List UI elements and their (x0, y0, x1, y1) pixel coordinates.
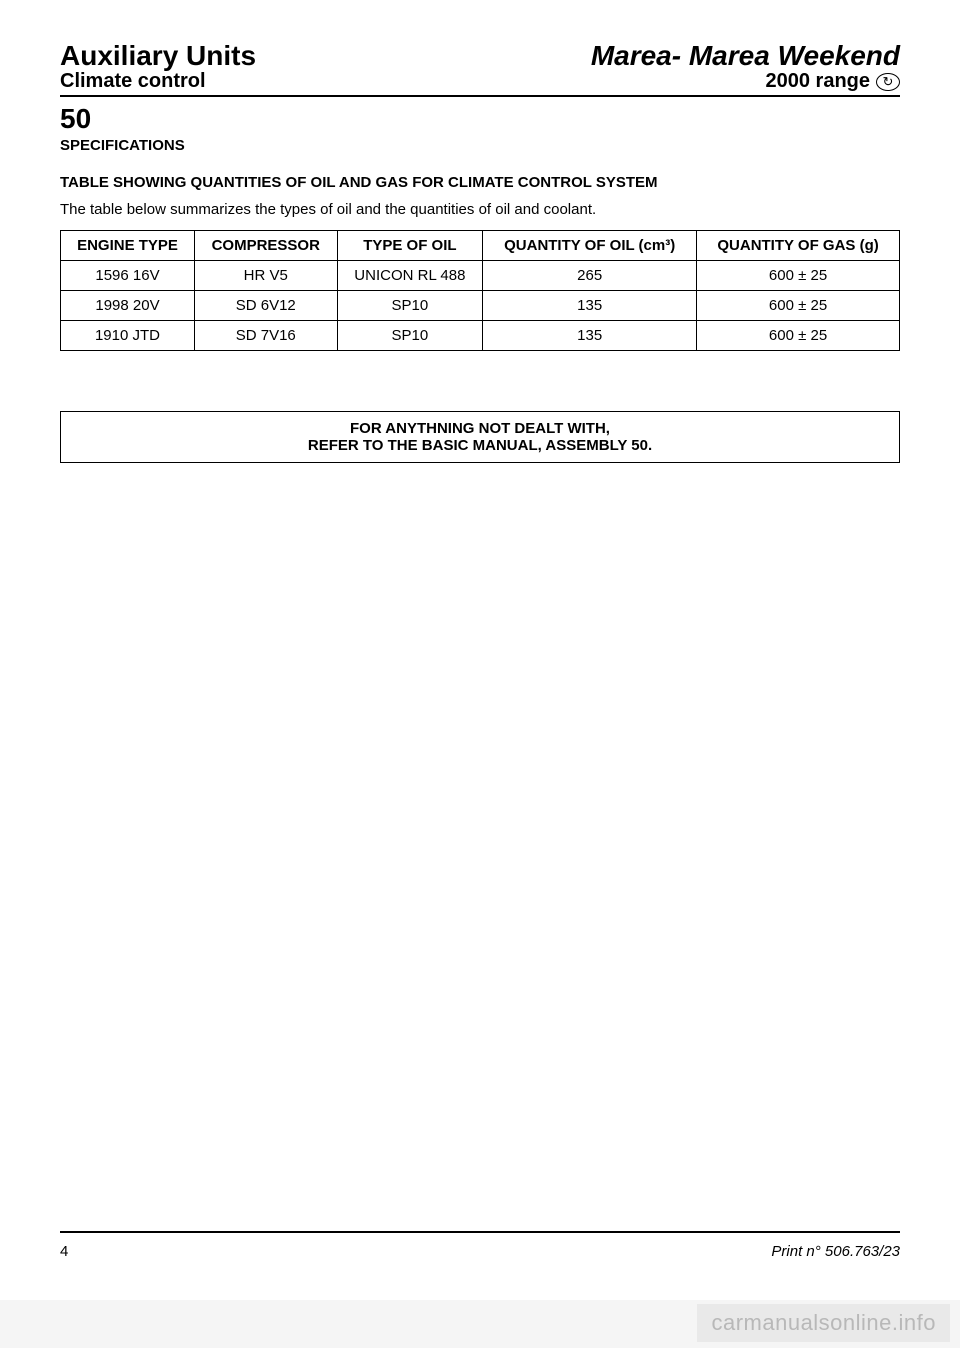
cell: HR V5 (195, 261, 338, 291)
note-box: FOR ANYTHNING NOT DEALT WITH, REFER TO T… (60, 411, 900, 463)
subheader-right: 2000 range ↻ (765, 70, 900, 93)
table-intro: The table below summarizes the types of … (60, 201, 900, 218)
cell: 600 ± 25 (697, 291, 900, 321)
col-engine: ENGINE TYPE (61, 231, 195, 261)
note-line-1: FOR ANYTHNING NOT DEALT WITH, (71, 420, 889, 437)
cell: 1596 16V (61, 261, 195, 291)
col-compressor: COMPRESSOR (195, 231, 338, 261)
subheader-left: Climate control (60, 70, 206, 93)
page: Auxiliary Units Marea- Marea Weekend Cli… (0, 0, 960, 1300)
table-row: 1910 JTD SD 7V16 SP10 135 600 ± 25 (61, 321, 900, 351)
cell: SP10 (337, 321, 483, 351)
print-ref: Print n° 506.763/23 (771, 1243, 900, 1260)
cell: SD 6V12 (195, 291, 338, 321)
table-heading: TABLE SHOWING QUANTITIES OF OIL AND GAS … (60, 174, 900, 191)
table-row: 1998 20V SD 6V12 SP10 135 600 ± 25 (61, 291, 900, 321)
range-label: 2000 range (765, 70, 870, 93)
subheader-row: Climate control 2000 range ↻ (60, 70, 900, 97)
cell: 135 (483, 321, 697, 351)
watermark: carmanualsonline.info (697, 1304, 950, 1342)
cell: 600 ± 25 (697, 261, 900, 291)
page-number: 4 (60, 1243, 68, 1260)
footer: 4 Print n° 506.763/23 (60, 1231, 900, 1260)
table-header-row: ENGINE TYPE COMPRESSOR TYPE OF OIL QUANT… (61, 231, 900, 261)
cell: 1998 20V (61, 291, 195, 321)
spec-table: ENGINE TYPE COMPRESSOR TYPE OF OIL QUANT… (60, 230, 900, 351)
col-oil-qty: QUANTITY OF OIL (cm³) (483, 231, 697, 261)
col-gas-qty: QUANTITY OF GAS (g) (697, 231, 900, 261)
col-oil-type: TYPE OF OIL (337, 231, 483, 261)
header-right-title: Marea- Marea Weekend (591, 40, 900, 72)
update-icon: ↻ (876, 73, 900, 91)
table-row: 1596 16V HR V5 UNICON RL 488 265 600 ± 2… (61, 261, 900, 291)
section-title: SPECIFICATIONS (60, 137, 900, 154)
note-line-2: REFER TO THE BASIC MANUAL, ASSEMBLY 50. (71, 437, 889, 454)
section-number: 50 (60, 103, 900, 135)
cell: 265 (483, 261, 697, 291)
header-row: Auxiliary Units Marea- Marea Weekend (60, 40, 900, 72)
cell: 135 (483, 291, 697, 321)
cell: SP10 (337, 291, 483, 321)
cell: 600 ± 25 (697, 321, 900, 351)
cell: SD 7V16 (195, 321, 338, 351)
header-left-title: Auxiliary Units (60, 40, 256, 72)
cell: 1910 JTD (61, 321, 195, 351)
cell: UNICON RL 488 (337, 261, 483, 291)
